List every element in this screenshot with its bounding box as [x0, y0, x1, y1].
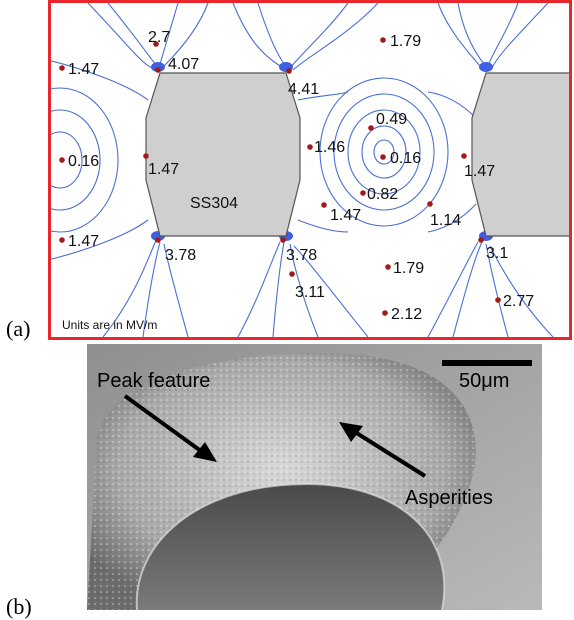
value-label: 2.7: [148, 29, 170, 46]
peak-feature-arrowhead: [193, 442, 217, 462]
field-simulation-figure: SS304 2.7 4.07 1.79 1.47 4.41 0.49 1.46 …: [48, 0, 572, 340]
peak-feature-label: Peak feature: [97, 370, 210, 392]
asperities-label: Asperities: [405, 487, 493, 509]
value-label: 0.16: [68, 153, 99, 170]
value-label: 1.47: [148, 161, 179, 178]
value-label: 2.12: [391, 306, 422, 323]
value-label: 0.82: [367, 186, 398, 203]
value-label: 3.1: [486, 245, 508, 262]
asperities-arrowhead: [339, 422, 363, 442]
value-label: 0.16: [390, 150, 421, 167]
plate-left: [145, 72, 301, 237]
panel-b-label: (b): [6, 594, 32, 619]
value-label: 1.79: [393, 260, 424, 277]
value-label: 1.47: [68, 233, 99, 250]
scale-bar: [442, 360, 532, 366]
asperities-arrow: [353, 430, 427, 478]
value-label: 1.14: [430, 212, 461, 229]
sem-micrograph: 50μm Peak feature Asperities: [87, 344, 542, 610]
figure-frame: [48, 0, 572, 340]
value-label: 1.47: [464, 163, 495, 180]
plate-label: SS304: [190, 195, 238, 212]
field-contour-lines: [48, 2, 554, 338]
value-label: 1.46: [314, 139, 345, 156]
field-value-markers: [59, 37, 501, 316]
value-label: 3.78: [286, 247, 317, 264]
units-note: Units are in MV/m: [62, 318, 157, 332]
crater-opening: [136, 484, 445, 610]
value-label: 1.47: [330, 207, 361, 224]
value-label: 4.07: [168, 56, 199, 73]
panel-a-label: (a): [6, 316, 31, 341]
plate-right: [471, 72, 572, 237]
value-label: 4.41: [288, 81, 319, 98]
value-label: 3.78: [165, 247, 196, 264]
value-label: 2.77: [503, 293, 534, 310]
peak-feature-arrow: [123, 394, 207, 456]
value-label: 3.11: [295, 284, 325, 301]
value-label: 1.79: [390, 33, 421, 50]
field-value-labels: 2.7 4.07 1.79 1.47 4.41 0.49 1.46 0.16 1…: [68, 29, 534, 323]
value-label: 1.47: [68, 61, 99, 78]
value-label: 0.49: [376, 111, 407, 128]
scale-bar-label: 50μm: [459, 370, 509, 392]
ss304-plates: [145, 72, 572, 237]
